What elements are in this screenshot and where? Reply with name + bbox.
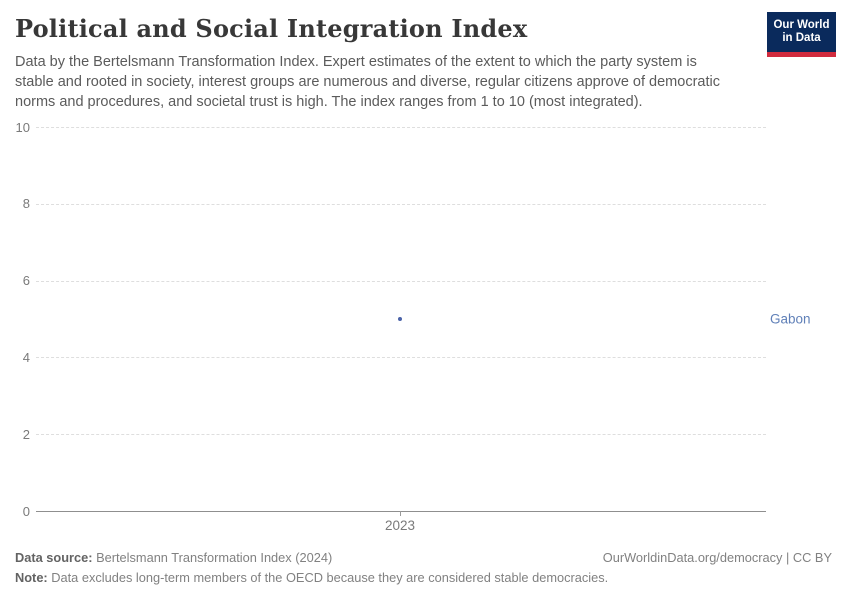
y-axis-tick-label: 2 xyxy=(22,426,30,442)
y-axis-tick-label: 10 xyxy=(15,119,30,135)
page-title: Political and Social Integration Index xyxy=(15,14,528,43)
note-text: Data excludes long-term members of the O… xyxy=(47,570,609,585)
owid-url-link[interactable]: OurWorldinData.org/democracy | CC BY xyxy=(602,550,832,565)
owid-logo[interactable]: Our World in Data xyxy=(767,12,836,57)
x-axis-tick-label: 2023 xyxy=(384,518,416,533)
note-line: Note: Data excludes long-term members of… xyxy=(15,570,608,585)
y-axis-tick-label: 6 xyxy=(22,273,30,289)
data-source-label: Data source: xyxy=(15,550,93,565)
x-axis-tick-mark xyxy=(400,511,401,516)
gridline xyxy=(36,127,766,128)
owid-logo-line1: Our World xyxy=(773,18,830,31)
x-axis-line xyxy=(36,511,766,512)
chart-subtitle: Data by the Bertelsmann Transformation I… xyxy=(15,54,720,110)
chart-footer: Data source: Bertelsmann Transformation … xyxy=(15,548,832,588)
gridline xyxy=(36,434,766,436)
y-axis-tick-label: 0 xyxy=(22,503,30,519)
entity-label-gabon[interactable]: Gabon xyxy=(770,311,811,327)
note-label: Note: xyxy=(15,570,48,585)
gridline xyxy=(36,357,766,359)
data-source-line: Data source: Bertelsmann Transformation … xyxy=(15,548,332,568)
data-point-gabon[interactable] xyxy=(398,317,402,321)
gridline xyxy=(36,203,766,205)
gridline xyxy=(36,280,766,282)
y-axis-tick-label: 8 xyxy=(22,196,30,212)
y-axis-tick-label: 4 xyxy=(22,349,30,365)
owid-logo-line2: in Data xyxy=(782,32,821,44)
data-source-text: Bertelsmann Transformation Index (2024) xyxy=(92,550,333,565)
